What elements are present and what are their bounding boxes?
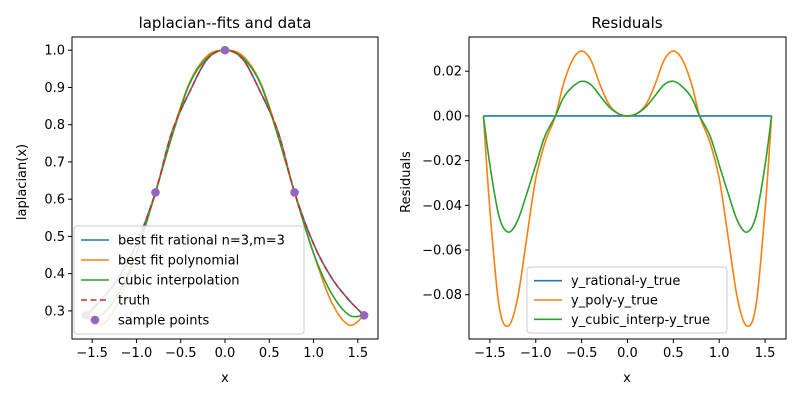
fits-sample-point [290, 188, 299, 197]
residuals-y-tick-label: 0.02 [433, 65, 462, 80]
residuals-legend: y_rational-y_true y_poly-y_true y_cubic_in… [526, 266, 728, 334]
residuals-x-tick-label: 1.5 [755, 346, 776, 361]
fits-sample-point [220, 45, 230, 55]
fits-y-tick-label: 0.8 [44, 118, 65, 133]
fits-y-tick-label: 0.3 [44, 304, 65, 319]
fits-x-tick-label: 0.5 [259, 346, 280, 361]
fits-x-axis-label: x [221, 371, 229, 386]
residuals-legend-label: y_rational-y_true [571, 274, 680, 289]
fits-x-tick-label: −1.5 [76, 346, 108, 361]
residuals-axes-frame [468, 36, 787, 340]
fits-axes-frame [71, 36, 379, 340]
fits-legend: best fit rational n=3,m=3 best fit polyno… [73, 225, 305, 335]
fits-legend-box [73, 225, 305, 335]
residuals-legend-box [526, 266, 728, 334]
residuals-series-line-3 [482, 80, 773, 233]
fits-y-tick-label: 0.6 [44, 193, 65, 208]
fits-y-tick-label: 0.5 [44, 230, 65, 245]
residuals-y-tick-label: −0.04 [422, 199, 462, 214]
residuals-x-axis-label: x [623, 371, 631, 386]
fits-y-tick-label: 0.4 [44, 267, 65, 282]
fits-x-tick-label: 1.5 [347, 346, 368, 361]
fits-y-axis-label: laplacian(x) [15, 144, 30, 220]
fits-legend-label: cubic interpolation [118, 274, 240, 289]
fits-legend-label: truth [118, 294, 150, 309]
residuals-legend-label: y_poly-y_true [571, 294, 658, 309]
fits-legend-label: best fit polynomial [118, 254, 239, 269]
residuals-x-tick-label: 1.0 [709, 346, 730, 361]
fits-sample-point [359, 311, 369, 320]
residuals-x-tick-label: −1.5 [474, 346, 506, 361]
fits-sample-point [151, 188, 160, 197]
residuals-y-tick-label: −0.08 [422, 288, 462, 303]
fits-legend-label: sample points [118, 314, 210, 329]
residuals-x-tick-label: −1.0 [520, 346, 552, 361]
fits-y-tick-label: 1.0 [44, 44, 65, 59]
fits-y-tick-label: 0.9 [44, 81, 65, 96]
fits-x-tick-label: −1.0 [121, 346, 153, 361]
fits-title: laplacian--fits and data [139, 14, 312, 32]
residuals-title: Residuals [591, 14, 662, 32]
fits-x-tick-label: −0.5 [165, 346, 197, 361]
residuals-x-tick-label: −0.5 [566, 346, 598, 361]
residuals-legend-label: y_cubic_interp-y_true [571, 313, 710, 328]
residuals-y-tick-label: 0.00 [433, 109, 462, 124]
fits-panel: −1.5 −1.0 −0.5 0.0 0.5 1.0 1.5 0.3 0.4 0.5 0.6 0.7 0… [15, 14, 379, 386]
residuals-y-axis-label: Residuals [399, 151, 414, 213]
fits-x-tick-label: 0.0 [215, 346, 236, 361]
residuals-y-tick-label: −0.02 [422, 154, 462, 169]
residuals-y-tick-label: −0.06 [422, 244, 462, 259]
residuals-ticks: −1.5 −1.0 −0.5 0.0 0.5 1.0 1.5 −0.08 −0.06 −0.04 −… [422, 65, 775, 361]
fits-ticks: −1.5 −1.0 −0.5 0.0 0.5 1.0 1.5 0.3 0.4 0.5 0.6 0.7 0… [44, 44, 368, 361]
residuals-x-tick-label: 0.0 [617, 346, 638, 361]
residuals-panel: −1.5 −1.0 −0.5 0.0 0.5 1.0 1.5 −0.08 −0.06 −0.04 −… [399, 14, 787, 386]
fits-x-tick-label: 1.0 [303, 346, 324, 361]
residuals-x-tick-label: 0.5 [663, 346, 684, 361]
fits-y-tick-label: 0.7 [44, 155, 65, 170]
fits-legend-swatch [90, 315, 100, 325]
residuals-plot-area [482, 50, 773, 328]
fits-legend-label: best fit rational n=3,m=3 [118, 234, 285, 249]
